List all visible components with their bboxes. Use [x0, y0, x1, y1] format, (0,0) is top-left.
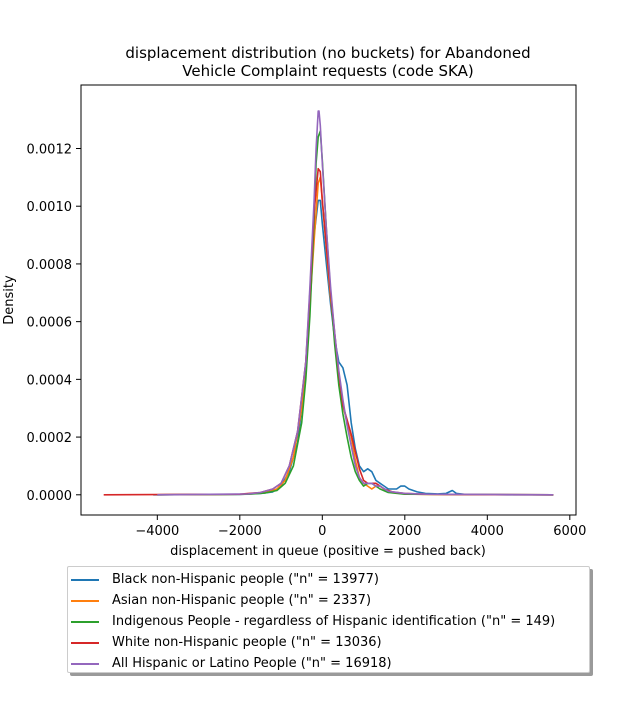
chart-title-line-1: displacement distribution (no buckets) f… — [125, 44, 530, 62]
legend-label: Asian non-Hispanic people ("n" = 2337) — [112, 593, 372, 608]
x-tick-label: 2000 — [388, 524, 421, 539]
series-layer — [103, 110, 554, 496]
legend-swatch — [71, 578, 99, 581]
legend: Black non-Hispanic people ("n" = 13977) A… — [67, 566, 590, 673]
series-line-5 — [157, 110, 554, 496]
x-tick-label: 4000 — [471, 524, 504, 539]
legend-swatch — [71, 641, 99, 644]
y-tick-label: 0.0004 — [27, 373, 73, 388]
legend-label: White non-Hispanic people ("n" = 13036) — [112, 635, 382, 650]
legend-label: All Hispanic or Latino People ("n" = 169… — [112, 656, 392, 671]
legend-label: Indigenous People - regardless of Hispan… — [112, 614, 556, 629]
x-tick-label: 0 — [318, 524, 326, 539]
plot-frame — [80, 84, 577, 516]
y-tick-label: 0.0000 — [27, 489, 73, 504]
legend-item-5: All Hispanic or Latino People ("n" = 169… — [68, 653, 589, 674]
legend-item-3: Indigenous People - regardless of Hispan… — [68, 611, 589, 632]
y-axis: 0.0000 0.0002 0.0004 0.0006 0.0008 0.0010 0.00… — [27, 142, 81, 504]
y-axis-label: Density — [2, 275, 17, 325]
chart-title-line-2: Vehicle Complaint requests (code SKA) — [182, 62, 473, 80]
y-tick-label: 0.0010 — [27, 200, 73, 215]
y-tick-label: 0.0008 — [27, 258, 73, 273]
x-tick-label: −2000 — [218, 524, 262, 539]
series-line-4 — [103, 167, 554, 496]
x-tick-label: 6000 — [553, 524, 586, 539]
x-axis-label: displacement in queue (positive = pushed… — [170, 544, 486, 559]
legend-label: Black non-Hispanic people ("n" = 13977) — [112, 572, 379, 587]
y-tick-label: 0.0012 — [27, 142, 73, 157]
x-axis: −4000 −2000 0 2000 4000 6000 — [135, 515, 586, 539]
legend-swatch — [71, 599, 99, 602]
legend-item-1: Black non-Hispanic people ("n" = 13977) — [68, 569, 589, 590]
legend-item-2: Asian non-Hispanic people ("n" = 2337) — [68, 590, 589, 611]
legend-swatch — [71, 662, 99, 665]
legend-swatch — [71, 620, 99, 623]
series-line-3 — [157, 130, 554, 496]
y-tick-label: 0.0006 — [27, 316, 73, 331]
legend-item-4: White non-Hispanic people ("n" = 13036) — [68, 632, 589, 653]
y-tick-label: 0.0002 — [27, 431, 73, 446]
x-tick-label: −4000 — [135, 524, 179, 539]
